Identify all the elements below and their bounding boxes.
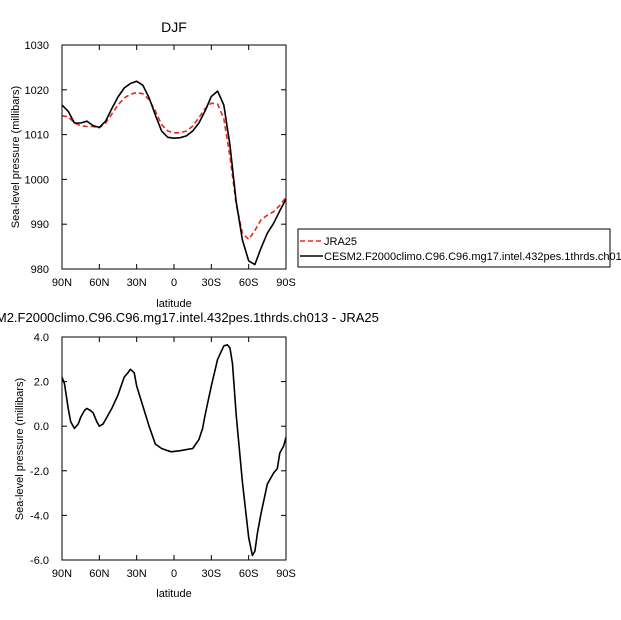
x-tick-label: 60S — [239, 568, 259, 580]
diff-chart-title: CESM2.F2000climo.C96.C96.mg17.intel.432p… — [0, 310, 379, 325]
y-tick-label: 990 — [31, 219, 49, 231]
x-tick-label: 90S — [276, 568, 296, 580]
y-tick-label: 1000 — [25, 174, 49, 186]
plot-frame — [61, 336, 287, 561]
y-tick-label: 4.0 — [34, 332, 49, 344]
series-lines — [61, 344, 287, 557]
x-axis-label: latitude — [156, 298, 191, 310]
x-tick-label: 60S — [239, 277, 259, 289]
y-tick-label: 980 — [31, 264, 49, 276]
y-tick-label: -4.0 — [30, 510, 49, 522]
x-tick-label: 60N — [89, 568, 109, 580]
y-axis-label: Sea-level pressure (millibars) — [14, 378, 26, 520]
x-tick-label: 30N — [127, 277, 147, 289]
x-tick-label: 60N — [89, 277, 109, 289]
y-tick-label: -2.0 — [30, 466, 49, 478]
x-tick-label: 30S — [202, 277, 222, 289]
x-tick-label: 0 — [171, 277, 177, 289]
legend-label-cesm2: CESM2.F2000climo.C96.C96.mg17.intel.432p… — [324, 251, 621, 263]
series-line-cesm2-f2000climo-c96 — [61, 80, 287, 266]
y-tick-label: 1010 — [25, 130, 49, 142]
series-line-difference — [61, 344, 287, 557]
top-chart: DJF 90N 60N 30N 0 30S 60S 90S 980 990 1000 1010 10… — [10, 19, 296, 310]
x-tick-label: 90N — [52, 568, 72, 580]
legend-label-jra25: JRA25 — [324, 236, 357, 248]
y-tick-label: -6.0 — [30, 555, 49, 567]
bottom-chart: CESM2.F2000climo.C96.C96.mg17.intel.432p… — [0, 310, 379, 600]
tick-marks — [61, 336, 287, 561]
x-tick-labels: 90N 60N 30N 0 30S 60S 90S — [52, 277, 296, 289]
y-tick-label: 1020 — [25, 85, 49, 97]
y-tick-label: 1030 — [25, 40, 49, 52]
legend-box — [297, 228, 611, 268]
y-tick-label: 0.0 — [34, 421, 49, 433]
chart-title: DJF — [161, 19, 187, 35]
x-tick-label: 30N — [127, 568, 147, 580]
y-tick-labels: 980 990 1000 1010 1020 1030 — [25, 40, 49, 276]
x-tick-label: 90N — [52, 277, 72, 289]
plot-frame — [61, 44, 287, 270]
x-tick-label: 0 — [171, 568, 177, 580]
y-tick-label: 2.0 — [34, 377, 49, 389]
y-tick-labels: -6.0 -4.0 -2.0 0.0 2.0 4.0 — [30, 332, 49, 567]
series-line-jra25 — [61, 91, 287, 241]
x-tick-label: 90S — [276, 277, 296, 289]
x-tick-label: 30S — [202, 568, 222, 580]
legend: JRA25 CESM2.F2000climo.C96.C96.mg17.inte… — [297, 228, 621, 268]
y-axis-label: Sea-level pressure (millibars) — [10, 86, 22, 228]
x-tick-labels: 90N 60N 30N 0 30S 60S 90S — [52, 568, 296, 580]
x-axis-label: latitude — [156, 588, 191, 600]
series-lines — [61, 80, 287, 266]
